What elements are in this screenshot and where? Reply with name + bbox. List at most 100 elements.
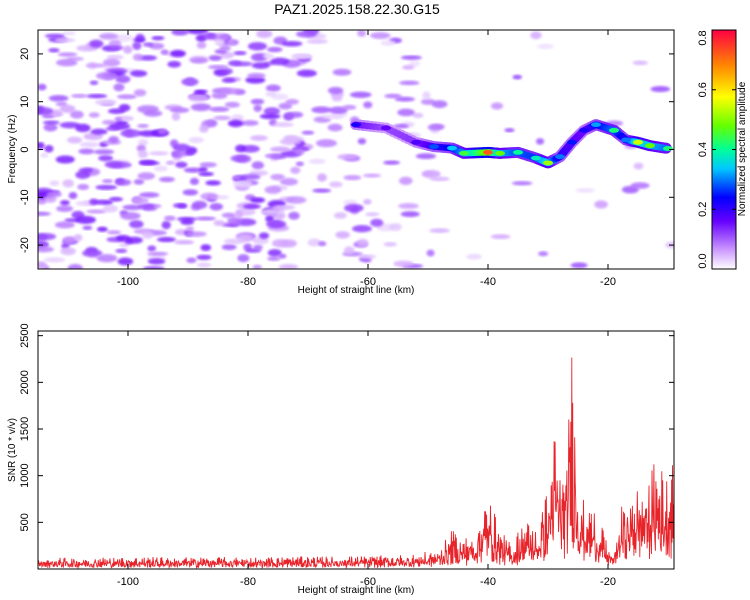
spectrogram-noise-cell [245,76,266,84]
spectrogram-noise-cell [153,165,168,172]
spectrogram-noise-cell [62,31,76,36]
spectrogram-noise-cell [116,94,137,100]
colorbar-ticks: 0.0 0.2 0.4 0.6 0.8 [697,29,736,270]
spectrogram-noise-cell [512,74,523,80]
spectrogram-noise-cell [180,218,195,226]
spectrogram-y-ticks: 20 10 0 -10 -20 [19,48,674,253]
spectrogram-noise-cell [85,63,107,68]
snr-x-ticks: -100 -80 -60 -40 -20 [117,331,616,588]
spectrogram-noise-cell [86,93,108,99]
spectrogram-noise-cell [422,91,431,100]
spectrogram-noise-cell [530,31,542,40]
spectrogram-noise-cell [221,212,237,218]
spectrogram-noise-cell [172,203,187,208]
spectrogram-noise-cell [232,175,242,180]
spectrogram-noise-cell [399,176,413,185]
spectrogram-noise-cell [188,93,209,102]
spectrogram-noise-cell [267,256,281,261]
spectrogram-noise-cell [68,192,78,199]
spectrogram-noise-cell [295,161,304,167]
spectrogram-noise-cell [536,43,555,50]
spectrogram-noise-cell [650,85,671,93]
spectrogram-noise-cell [95,184,118,190]
spectrogram-noise-cell [311,106,332,114]
spectrogram-noise-cell [283,136,305,141]
spectrogram-noise-cell [290,166,301,174]
spectrogram-noise-cell [535,138,545,145]
spectrogram-noise-cell [104,161,123,168]
spectrogram-ridge-peak [633,139,643,145]
spectrogram-noise-cell [290,53,311,59]
spectrogram-noise-cell [252,244,263,251]
spectrogram-noise-cell [67,136,83,144]
spectrogram-noise-cell [221,77,236,83]
spectrogram-noise-cell [223,68,233,75]
spectrogram-noise-cell [54,37,76,43]
spectrogram-noise-cell [175,161,188,168]
spectrogram-noise-cell [273,122,294,127]
spectrogram-noise-cell [247,72,266,79]
spectrogram-noise-cell [106,54,124,60]
spectrogram-noise-cell [147,245,157,252]
spectrogram-noise-cell [328,106,348,114]
spectrogram-noise-cell [211,92,228,99]
spectrogram-noise-cell [265,84,281,92]
spectrogram-noise-cell [89,198,98,206]
snr-x-tick-label: -80 [240,576,256,588]
colorbar-tick-label: 0.0 [697,253,709,268]
spectrogram-noise-cell [133,89,147,97]
spectrogram-y-axis-label: Frequency (Hz) [7,115,18,184]
spectrogram-noise-cell [363,198,372,205]
spectrogram-noise-cell [86,209,107,214]
snr-y-tick-label: 2000 [19,370,31,394]
snr-plot-area [38,357,674,569]
spectrogram-noise-cell [75,123,91,133]
spectrogram-noise-cell [196,262,212,268]
spectrogram-noise-cell [131,197,149,205]
spectrogram-noise-cell [315,139,338,148]
spectrogram-noise-cell [429,228,450,233]
spectrogram-noise-cell [171,150,189,157]
spectrogram-ridge-peak [447,145,457,151]
spectrogram-noise-cell [133,37,146,43]
spectrogram-noise-cell [44,33,65,39]
spectrogram-noise-cell [504,128,515,133]
spectrogram-noise-cell [132,53,144,61]
spectrogram-noise-cell [237,254,250,263]
spectrogram-x-axis-label: Height of straight line (km) [298,285,415,296]
spectrogram-noise-cell [157,128,168,135]
spectrogram-noise-cell [394,96,415,102]
spectrogram-noise-cell [43,123,58,132]
spectrogram-noise-cell [575,188,595,193]
spectrogram-noise-cell [270,173,285,181]
snr-background [38,331,674,569]
spectrogram-noise-cell [151,36,165,41]
snr-y-tick-label: 500 [19,513,31,531]
spectrogram-noise-cell [38,211,51,216]
spectrogram-noise-cell [198,172,214,177]
spectrogram-noise-cell [48,47,60,53]
spectrogram-noise-cell [265,91,277,97]
spectrogram-noise-cell [71,93,88,98]
spectrogram-noise-cell [167,60,182,68]
snr-x-tick-label: -40 [480,576,496,588]
spectrogram-noise-cell [630,182,650,189]
spectrogram-noise-cell [285,196,307,204]
spectrogram-noise-cell [191,200,208,210]
spectrogram-noise-cell [357,138,367,145]
spectrogram-noise-cell [278,264,299,269]
spectrogram-noise-cell [243,203,261,209]
spectrogram-noise-cell [358,254,377,259]
colorbar-tick-label: 0.8 [697,30,709,45]
spectrogram-noise-cell [38,107,54,115]
spectrogram-noise-cell [233,51,247,56]
spectrogram-noise-cell [241,173,261,181]
spectrogram-noise-cell [115,248,128,254]
spectrogram-x-tick-label: -100 [117,276,139,288]
spectrogram-noise-cell [241,145,260,153]
spectrogram-noise-cell [75,215,96,224]
spectrogram-noise-cell [102,204,119,213]
spectrogram-noise-cell [171,30,189,36]
spectrogram-noise-cell [331,94,343,102]
spectrogram-noise-cell [108,196,124,202]
